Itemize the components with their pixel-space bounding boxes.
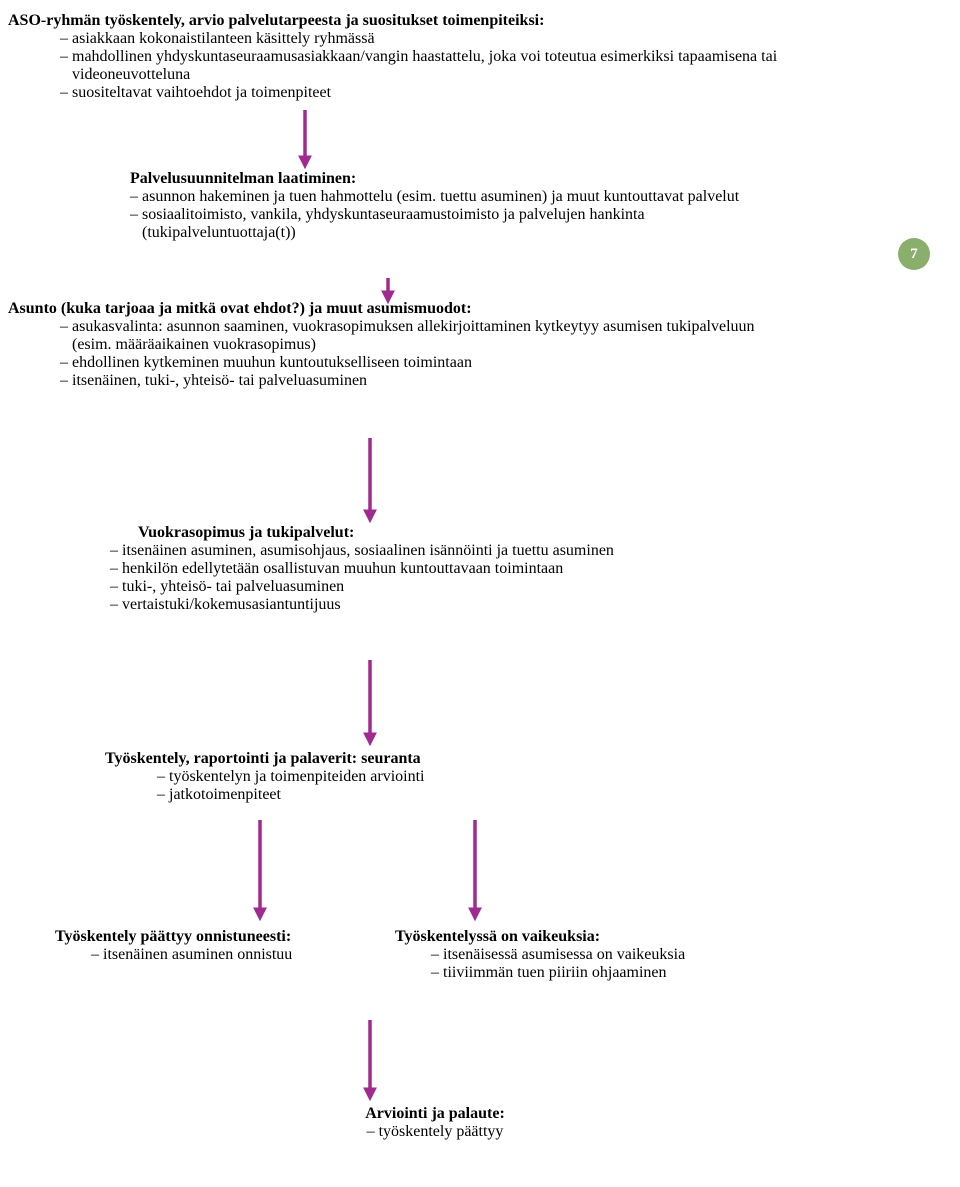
- arrows-layer: [0, 0, 960, 1187]
- page-root: 7 ASO-ryhmän työskentely, arvio palvelut…: [0, 0, 960, 1187]
